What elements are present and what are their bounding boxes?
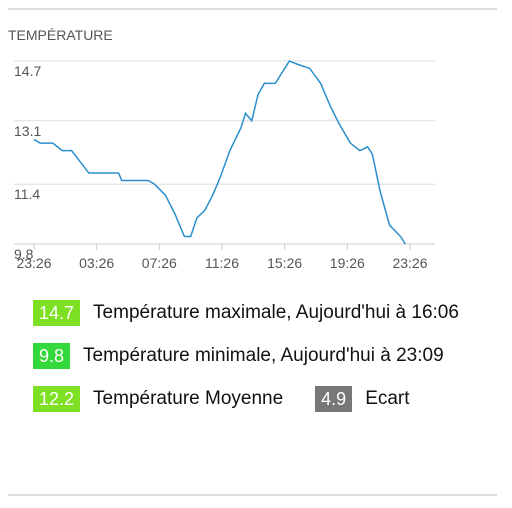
y-tick-label: 9.8 (14, 246, 34, 262)
stat-label: Température maximale, Aujourd'hui à 16:0… (93, 302, 459, 323)
stat-badge: 14.7 (33, 300, 81, 326)
x-tick-label: 15:26 (267, 255, 302, 271)
stat-badge: 12.2 (33, 386, 81, 412)
stat-row: 12.2 Température Moyenne 4.9 Ecart (33, 386, 491, 412)
stat-row: 9.8 Température minimale, Aujourd'hui à 2… (33, 343, 491, 369)
x-tick-label: 07:26 (142, 255, 177, 271)
line (33, 60, 406, 245)
x-tick-label: 23:26 (16, 255, 51, 271)
x-tick-label: 23:26 (392, 255, 427, 271)
stat-label: Température minimale, Aujourd'hui à 23:0… (83, 345, 444, 366)
x-tick-label: 19:26 (330, 255, 365, 271)
x-tick-label: 11:26 (205, 255, 239, 271)
y-tick-label: 11.4 (14, 186, 40, 202)
stat-row: 14.7 Température maximale, Aujourd'hui à … (33, 300, 491, 326)
stat-label: Température Moyenne (93, 388, 284, 409)
bottom-rule (8, 494, 497, 496)
stats: 14.7 Température maximale, Aujourd'hui à … (33, 300, 491, 429)
top-rule (8, 8, 497, 10)
stat-label: Ecart (365, 388, 410, 409)
y-tick-label: 13.1 (14, 123, 41, 139)
chart: TEMPÉRATURE 9.8 11.4 13.1 14.7 23:26 03:26 07:… (8, 27, 435, 271)
y-tick-label: 14.7 (14, 63, 41, 79)
stat-badge: 9.8 (33, 343, 71, 369)
stat-badge: 4.9 (315, 386, 353, 412)
x-tick-label: 03:26 (79, 255, 114, 271)
chart-title: TEMPÉRATURE (8, 27, 113, 43)
